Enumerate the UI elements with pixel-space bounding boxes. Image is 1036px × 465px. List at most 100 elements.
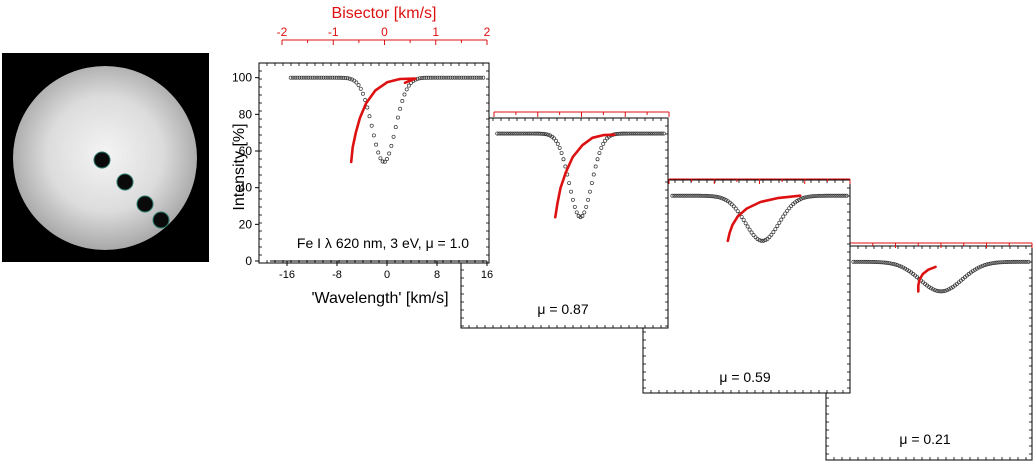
profile-point [358,86,363,91]
profile-point [308,75,313,80]
profile-point [739,214,744,219]
profile-point [601,141,606,146]
profile-point [751,233,756,238]
profile-point [873,260,878,264]
profile-point [933,288,937,293]
profile-point [603,138,608,143]
profile-point [293,75,298,80]
profile-point [538,131,543,136]
bisector-curve [554,133,616,219]
profile-point [682,193,687,198]
profile-point [646,131,651,136]
profile-point [334,75,339,80]
profile-point [945,288,949,293]
profile-point [992,260,997,265]
profile-point [495,131,500,136]
profile-point [871,259,876,264]
profile-point [629,131,634,136]
profile-point [519,131,524,136]
profile-point [374,142,379,147]
profile-point [584,204,589,209]
bisector-tick-label: 1 [432,25,439,39]
profile-point [586,197,591,202]
profile-point [781,214,786,219]
profile-point [769,232,774,237]
profile-point [382,159,387,164]
profile-point [994,260,999,265]
profile-point [428,75,433,80]
profile-point [345,76,350,81]
profile-point [887,261,892,266]
profile-point [853,259,858,264]
profile-point [903,266,908,271]
profile-point [506,131,511,136]
profile-point [435,75,440,80]
profile-point [588,189,592,194]
profile-point [369,123,374,128]
profile-point [376,150,381,155]
profile-point [441,75,446,80]
profile-point [822,193,827,198]
profile-point [891,262,896,266]
profile-point [569,189,573,194]
profile-point [391,134,396,139]
profile-point [1014,259,1019,264]
profile-point [356,83,361,88]
panel-frame [642,179,851,394]
profile-point [552,136,556,141]
profile-point [789,204,794,208]
profile-point [459,75,464,80]
profile-point [332,75,337,80]
profile-point [935,288,939,293]
profile-point [1018,259,1023,264]
profile-point [639,131,644,136]
profile-point [986,262,991,266]
profile-point [548,133,553,138]
profile-point [589,181,594,185]
bisector-curve [349,77,417,164]
profile-point [319,75,324,80]
profile-point [859,259,864,264]
profile-point [563,164,568,169]
profile-point [622,131,626,136]
profile-point [567,181,572,185]
profile-point [809,194,813,199]
profile-point [648,131,653,136]
profile-point [897,263,902,268]
y-tick-label: 0 [245,254,252,268]
panel-frame [825,245,1033,461]
profile-point [510,131,515,136]
profile-point [775,224,780,228]
profile-point [1004,260,1009,264]
profile-point [721,197,726,201]
profile-point [844,193,849,198]
profile-point [982,263,987,268]
profile-point [430,75,435,80]
profile-point [976,265,981,270]
profile-point [974,266,979,271]
profile-point [828,193,833,198]
profile-point [773,227,778,232]
profile-point [644,131,649,136]
profile-point [723,198,728,202]
panel-label: μ = 0.59 [719,369,770,385]
profile-point [816,193,821,198]
profile-point [996,260,1001,265]
bisector-tick-label: -2 [277,25,288,39]
profile-point [1022,259,1027,264]
profile-point [984,262,989,267]
profile-point [1024,259,1029,264]
profile-point [812,194,817,198]
profile-point [799,196,804,201]
profile-point [972,267,977,272]
profile-point [325,75,330,80]
profile-point [818,193,823,198]
profile-point [535,131,539,136]
profile-point [295,75,300,80]
profile-point [759,238,764,243]
profile-point [840,193,845,198]
profile-point [883,260,888,265]
profile-point [542,132,547,136]
profile-point [1020,259,1025,264]
profile-point [688,193,693,198]
